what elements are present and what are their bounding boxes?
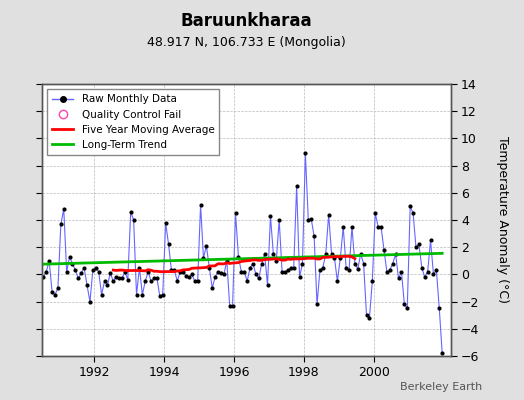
Text: 48.917 N, 106.733 E (Mongolia): 48.917 N, 106.733 E (Mongolia) <box>147 36 346 49</box>
Text: Berkeley Earth: Berkeley Earth <box>400 382 482 392</box>
Text: Baruunkharaa: Baruunkharaa <box>180 12 312 30</box>
Y-axis label: Temperature Anomaly (°C): Temperature Anomaly (°C) <box>496 136 509 304</box>
Legend: Raw Monthly Data, Quality Control Fail, Five Year Moving Average, Long-Term Tren: Raw Monthly Data, Quality Control Fail, … <box>47 89 220 155</box>
